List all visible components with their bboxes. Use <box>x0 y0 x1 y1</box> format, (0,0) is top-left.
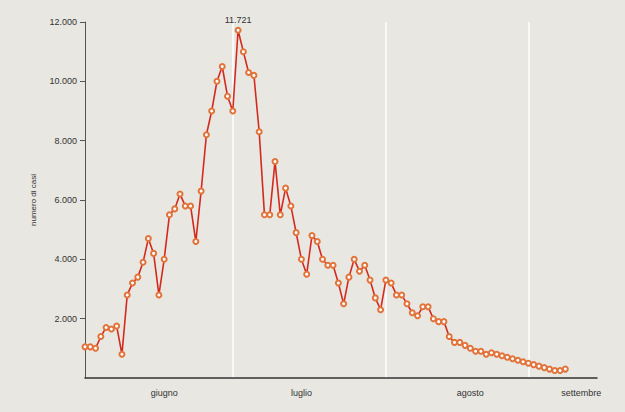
svg-text:8.000: 8.000 <box>54 136 77 146</box>
svg-text:11.721: 11.721 <box>225 15 252 25</box>
svg-text:numero di casi: numero di casi <box>29 174 38 226</box>
svg-text:luglio: luglio <box>291 388 312 398</box>
svg-text:6.000: 6.000 <box>54 195 77 205</box>
svg-text:4.000: 4.000 <box>54 254 77 264</box>
svg-text:12.000: 12.000 <box>49 17 77 27</box>
svg-text:agosto: agosto <box>457 388 484 398</box>
svg-text:giugno: giugno <box>151 388 178 398</box>
svg-text:10.000: 10.000 <box>49 76 77 86</box>
svg-text:2.000: 2.000 <box>54 314 77 324</box>
svg-text:settembre: settembre <box>561 388 601 398</box>
